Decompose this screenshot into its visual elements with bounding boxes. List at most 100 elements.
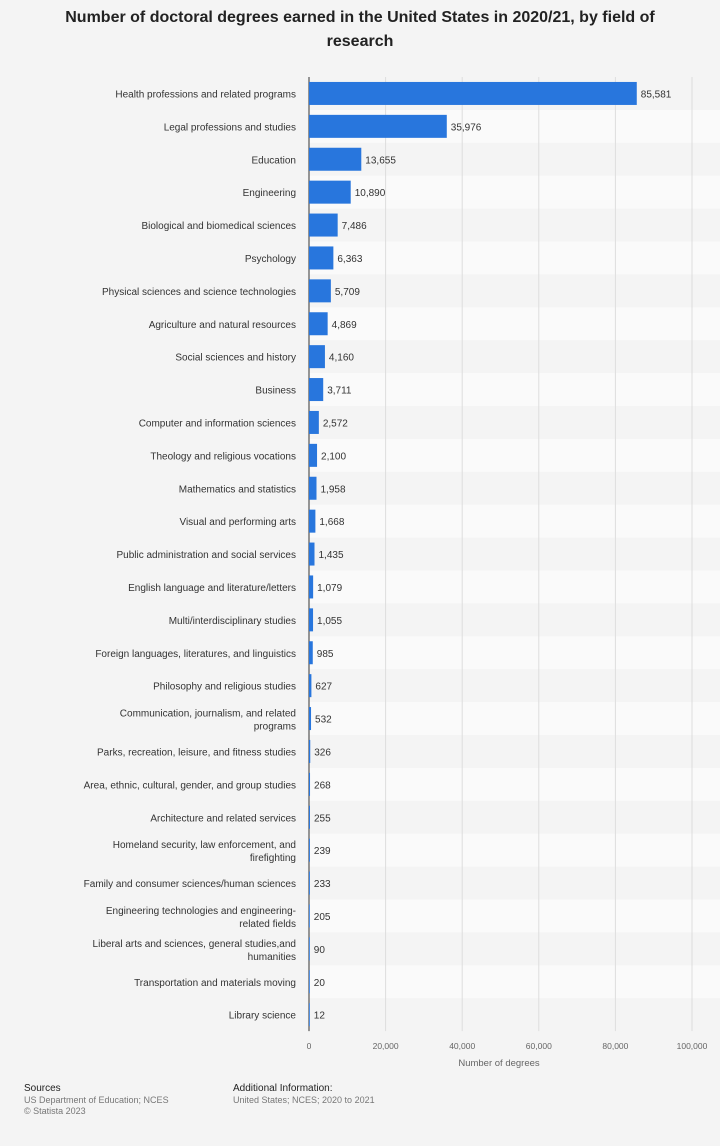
data-label: 5,709 bbox=[335, 287, 360, 298]
copyright: © Statista 2023 bbox=[24, 1106, 86, 1116]
row-band bbox=[309, 833, 720, 867]
bar[interactable] bbox=[309, 674, 312, 698]
data-label: 3,711 bbox=[327, 386, 352, 397]
category-label-line: Biological and biomedical sciences bbox=[141, 221, 296, 232]
category-label: Agriculture and natural resources bbox=[149, 320, 296, 331]
category-label-line: Area, ethnic, cultural, gender, and grou… bbox=[84, 780, 296, 791]
category-label-line: Transportation and materials moving bbox=[134, 978, 296, 989]
sources-text[interactable]: US Department of Education; NCES bbox=[24, 1094, 169, 1105]
bar[interactable] bbox=[309, 641, 313, 665]
data-label: 12 bbox=[314, 1011, 326, 1022]
data-label: 255 bbox=[314, 813, 331, 824]
bar[interactable] bbox=[309, 410, 319, 434]
category-label: Theology and religious vocations bbox=[150, 451, 296, 462]
bar[interactable] bbox=[309, 937, 310, 961]
category-label: Engineering technologies and engineering… bbox=[106, 906, 296, 930]
category-label: Mathematics and statistics bbox=[179, 484, 296, 495]
chart-title: Number of doctoral degrees earned in the… bbox=[65, 9, 655, 50]
category-label: Biological and biomedical sciences bbox=[141, 221, 296, 232]
category-label: Homeland security, law enforcement, and f… bbox=[113, 840, 296, 864]
data-label: 2,572 bbox=[323, 418, 348, 429]
category-label-line: firefighting bbox=[250, 853, 296, 864]
bar[interactable] bbox=[309, 871, 310, 895]
category-label: Psychology bbox=[245, 254, 296, 265]
category-label: Library science bbox=[229, 1011, 297, 1022]
x-axis-label: Number of degrees bbox=[458, 1058, 540, 1069]
bar[interactable] bbox=[309, 838, 310, 862]
category-label-line: Mathematics and statistics bbox=[179, 484, 296, 495]
category-label-line: Agriculture and natural resources bbox=[149, 320, 296, 331]
category-label-line: Philosophy and religious studies bbox=[153, 682, 296, 693]
bar[interactable] bbox=[309, 213, 338, 237]
category-label-line: Architecture and related services bbox=[150, 813, 296, 824]
category-label: Area, ethnic, cultural, gender, and grou… bbox=[84, 780, 296, 791]
data-label: 233 bbox=[314, 879, 331, 890]
category-label: Philosophy and religious studies bbox=[153, 682, 296, 693]
bar[interactable] bbox=[309, 805, 310, 829]
row-band bbox=[309, 241, 720, 275]
bar[interactable] bbox=[309, 707, 312, 731]
category-label-line: Engineering technologies and engineering… bbox=[106, 906, 296, 917]
bar[interactable] bbox=[309, 147, 362, 171]
bar[interactable] bbox=[309, 81, 637, 105]
category-label-line: Health professions and related programs bbox=[115, 89, 296, 100]
bar[interactable] bbox=[309, 378, 324, 402]
category-label: Public administration and social service… bbox=[116, 550, 296, 561]
data-label: 985 bbox=[317, 649, 334, 660]
category-label: Education bbox=[252, 155, 296, 166]
category-label: Legal professions and studies bbox=[164, 122, 296, 133]
category-label: Liberal arts and sciences, general studi… bbox=[93, 939, 296, 963]
sources-heading: Sources bbox=[24, 1083, 61, 1094]
bar[interactable] bbox=[309, 246, 334, 270]
x-tick-label: 0 bbox=[307, 1041, 312, 1051]
category-label: Architecture and related services bbox=[150, 813, 296, 824]
category-label: Business bbox=[255, 386, 296, 397]
category-label: Foreign languages, literatures, and ling… bbox=[95, 649, 296, 660]
row-band bbox=[309, 702, 720, 735]
data-label: 6,363 bbox=[337, 254, 362, 265]
bar[interactable] bbox=[309, 904, 310, 928]
category-label: Visual and performing arts bbox=[179, 517, 296, 528]
bar[interactable] bbox=[309, 970, 310, 994]
bar[interactable] bbox=[309, 180, 351, 204]
data-label: 85,581 bbox=[641, 89, 672, 100]
category-label: Engineering bbox=[243, 188, 296, 199]
category-label-line: Visual and performing arts bbox=[179, 517, 296, 528]
x-tick-label: 40,000 bbox=[449, 1041, 475, 1051]
bar[interactable] bbox=[309, 476, 317, 500]
data-label: 1,435 bbox=[318, 550, 343, 561]
bar[interactable] bbox=[309, 509, 316, 533]
data-label: 326 bbox=[314, 747, 331, 758]
category-label-line: Psychology bbox=[245, 254, 296, 265]
category-label-line: Foreign languages, literatures, and ling… bbox=[95, 649, 296, 660]
data-label: 4,160 bbox=[329, 353, 354, 364]
bar[interactable] bbox=[309, 575, 314, 599]
category-label-line: Computer and information sciences bbox=[139, 418, 296, 429]
bar[interactable] bbox=[309, 443, 318, 467]
category-label-line: related fields bbox=[239, 919, 296, 930]
bar[interactable] bbox=[309, 279, 331, 303]
category-label-line: English language and literature/letters bbox=[128, 583, 296, 594]
category-label: Health professions and related programs bbox=[115, 89, 296, 100]
row-band bbox=[309, 438, 720, 472]
row-band bbox=[309, 307, 720, 341]
bar[interactable] bbox=[309, 542, 315, 566]
bar[interactable] bbox=[309, 1003, 310, 1027]
bar[interactable] bbox=[309, 772, 311, 796]
x-tick-label: 80,000 bbox=[602, 1041, 628, 1051]
row-band bbox=[309, 636, 720, 670]
category-label: English language and literature/letters bbox=[128, 583, 296, 594]
category-label-line: Physical sciences and science technologi… bbox=[102, 287, 296, 298]
category-label-line: Theology and religious vocations bbox=[150, 451, 296, 462]
row-band bbox=[309, 767, 720, 801]
category-label-line: Social sciences and history bbox=[175, 353, 296, 364]
bar[interactable] bbox=[309, 345, 325, 369]
x-tick-label: 60,000 bbox=[526, 1041, 552, 1051]
category-label-line: Engineering bbox=[243, 188, 296, 199]
data-label: 13,655 bbox=[365, 155, 396, 166]
bar[interactable] bbox=[309, 739, 311, 763]
category-label: Family and consumer sciences/human scien… bbox=[84, 879, 296, 890]
bar[interactable] bbox=[309, 312, 328, 336]
bar[interactable] bbox=[309, 114, 447, 138]
bar[interactable] bbox=[309, 608, 314, 632]
